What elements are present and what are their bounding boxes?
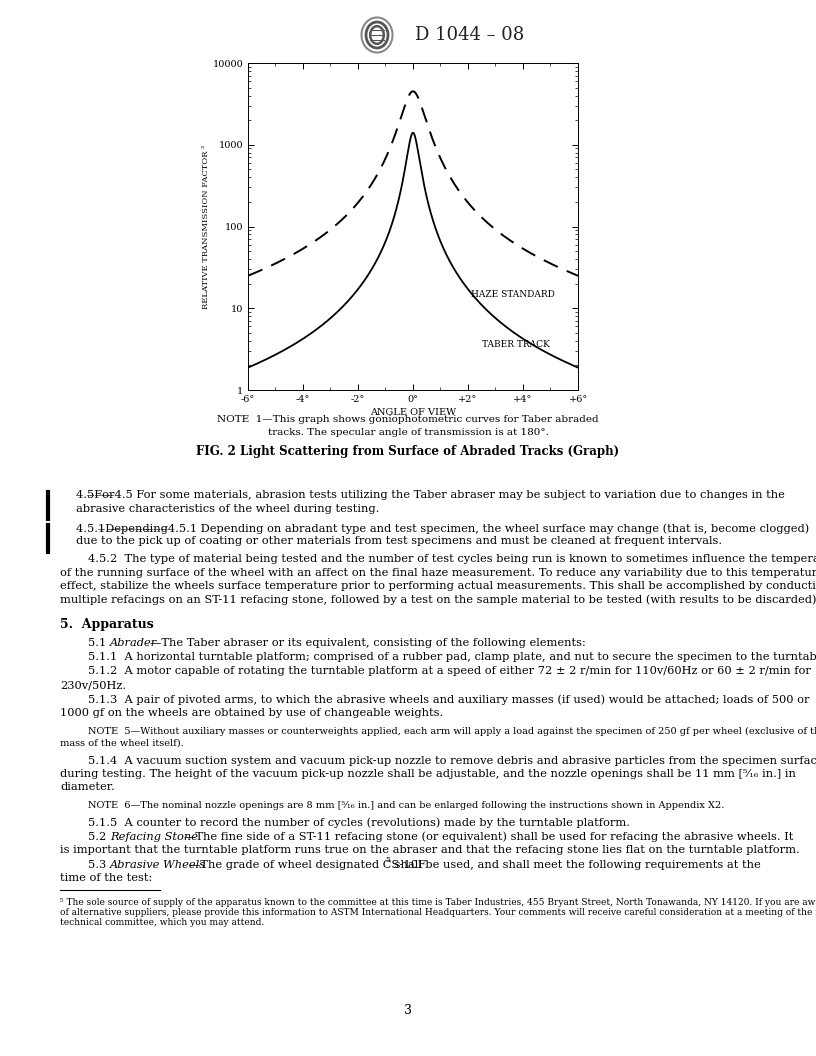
Text: 4.5̶F̶o̶r̶4.5 For some materials, abrasion tests utilizing the Taber abraser may: 4.5̶F̶o̶r̶4.5 For some materials, abrasi… — [76, 490, 785, 499]
Text: effect, stabilize the wheels surface temperature prior to performing actual meas: effect, stabilize the wheels surface tem… — [60, 581, 816, 591]
Text: 5.1: 5.1 — [88, 638, 113, 647]
Text: TABER TRACK: TABER TRACK — [481, 340, 550, 348]
Text: during testing. The height of the vacuum pick-up nozzle shall be adjustable, and: during testing. The height of the vacuum… — [60, 769, 796, 779]
Text: —The fine side of a ST-11 refacing stone (or equivalent) shall be used for refac: —The fine side of a ST-11 refacing stone… — [184, 831, 793, 842]
Text: 5.  Apparatus: 5. Apparatus — [60, 618, 153, 631]
Text: diameter.: diameter. — [60, 782, 115, 792]
Y-axis label: RELATIVE TRANSMISSION FACTOR ²: RELATIVE TRANSMISSION FACTOR ² — [202, 145, 210, 308]
Text: abrasive characteristics of the wheel during testing.: abrasive characteristics of the wheel du… — [76, 504, 379, 513]
Text: 5.1.3  A pair of pivoted arms, to which the abrasive wheels and auxiliary masses: 5.1.3 A pair of pivoted arms, to which t… — [88, 695, 809, 705]
Text: 3: 3 — [404, 1003, 412, 1017]
Text: 5: 5 — [385, 856, 390, 865]
Text: —The Taber abraser or its equivalent, consisting of the following elements:: —The Taber abraser or its equivalent, co… — [150, 638, 586, 647]
Text: Refacing Stone: Refacing Stone — [110, 831, 198, 842]
Text: D 1044 – 08: D 1044 – 08 — [415, 26, 524, 44]
Text: Abrasive Wheels: Abrasive Wheels — [110, 860, 206, 869]
Text: 5.2: 5.2 — [88, 831, 113, 842]
Text: mass of the wheel itself).: mass of the wheel itself). — [60, 738, 184, 748]
Text: multiple refacings on an ST-11 refacing stone, followed by a test on the sample : multiple refacings on an ST-11 refacing … — [60, 595, 816, 605]
Text: 5.1.5  A counter to record the number of cycles (revolutions) made by the turnta: 5.1.5 A counter to record the number of … — [88, 817, 630, 828]
Text: due to the pick up of coating or other materials from test specimens and must be: due to the pick up of coating or other m… — [76, 536, 722, 547]
Text: technical committee, which you may attend.: technical committee, which you may atten… — [60, 918, 264, 927]
Text: NOTE  6—The nominal nozzle openings are 8 mm [⁵⁄₁₆ in.] and can be enlarged foll: NOTE 6—The nominal nozzle openings are 8… — [88, 802, 725, 810]
X-axis label: ANGLE OF VIEW: ANGLE OF VIEW — [370, 408, 456, 417]
Text: shall be used, and shall meet the following requirements at the: shall be used, and shall meet the follow… — [391, 860, 761, 869]
Text: is important that the turntable platform runs true on the abraser and that the r: is important that the turntable platform… — [60, 845, 800, 855]
Text: 4.5.1̶D̶e̶p̶e̶n̶d̶i̶n̶g̶4.5.1 Depending on abradant type and test specimen, the : 4.5.1̶D̶e̶p̶e̶n̶d̶i̶n̶g̶4.5.1 Depending … — [76, 523, 809, 533]
Text: 5.1.2  A motor capable of rotating the turntable platform at a speed of either 7: 5.1.2 A motor capable of rotating the tu… — [88, 666, 811, 677]
Text: 4.5.2  The type of material being tested and the number of test cycles being run: 4.5.2 The type of material being tested … — [88, 554, 816, 564]
Text: NOTE  5—Without auxiliary masses or counterweights applied, each arm will apply : NOTE 5—Without auxiliary masses or count… — [88, 727, 816, 736]
Text: 5.1.4  A vacuum suction system and vacuum pick-up nozzle to remove debris and ab: 5.1.4 A vacuum suction system and vacuum… — [88, 755, 816, 766]
Text: 230v/50Hz.: 230v/50Hz. — [60, 680, 126, 690]
Text: HAZE STANDARD: HAZE STANDARD — [471, 290, 555, 299]
Text: Abrader: Abrader — [110, 638, 157, 647]
Text: 1000 gf on the wheels are obtained by use of changeable weights.: 1000 gf on the wheels are obtained by us… — [60, 708, 443, 718]
Text: of the running surface of the wheel with an affect on the final haze measurement: of the running surface of the wheel with… — [60, 567, 816, 578]
Text: of alternative suppliers, please provide this information to ASTM International : of alternative suppliers, please provide… — [60, 908, 816, 917]
Text: ⁵ The sole source of supply of the apparatus known to the committee at this time: ⁵ The sole source of supply of the appar… — [60, 898, 816, 907]
Text: 5.3: 5.3 — [88, 860, 113, 869]
Text: 5.1.1  A horizontal turntable platform; comprised of a rubber pad, clamp plate, : 5.1.1 A horizontal turntable platform; c… — [88, 652, 816, 662]
Text: tracks. The specular angle of transmission is at 180°.: tracks. The specular angle of transmissi… — [268, 428, 548, 437]
Text: —The grade of wheel designated CS-10F: —The grade of wheel designated CS-10F — [189, 860, 426, 869]
Text: time of the test:: time of the test: — [60, 873, 153, 883]
Text: FIG. 2 Light Scattering from Surface of Abraded Tracks (Graph): FIG. 2 Light Scattering from Surface of … — [197, 445, 619, 458]
Text: NOTE  1—This graph shows goniophotometric curves for Taber abraded: NOTE 1—This graph shows goniophotometric… — [217, 415, 599, 425]
